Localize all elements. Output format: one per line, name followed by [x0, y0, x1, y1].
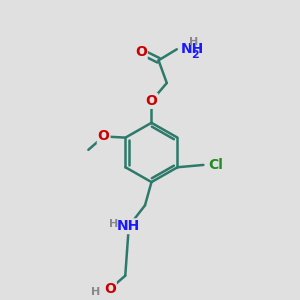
Text: O: O [104, 282, 116, 296]
Text: 2: 2 [191, 50, 199, 59]
Text: Cl: Cl [208, 158, 223, 172]
Text: NH: NH [117, 219, 140, 233]
Text: O: O [135, 45, 147, 58]
Text: O: O [98, 130, 109, 143]
Text: H: H [110, 219, 119, 229]
Text: H: H [189, 37, 199, 47]
Text: NH: NH [180, 42, 204, 56]
Text: H: H [91, 287, 101, 297]
Text: O: O [146, 94, 158, 108]
